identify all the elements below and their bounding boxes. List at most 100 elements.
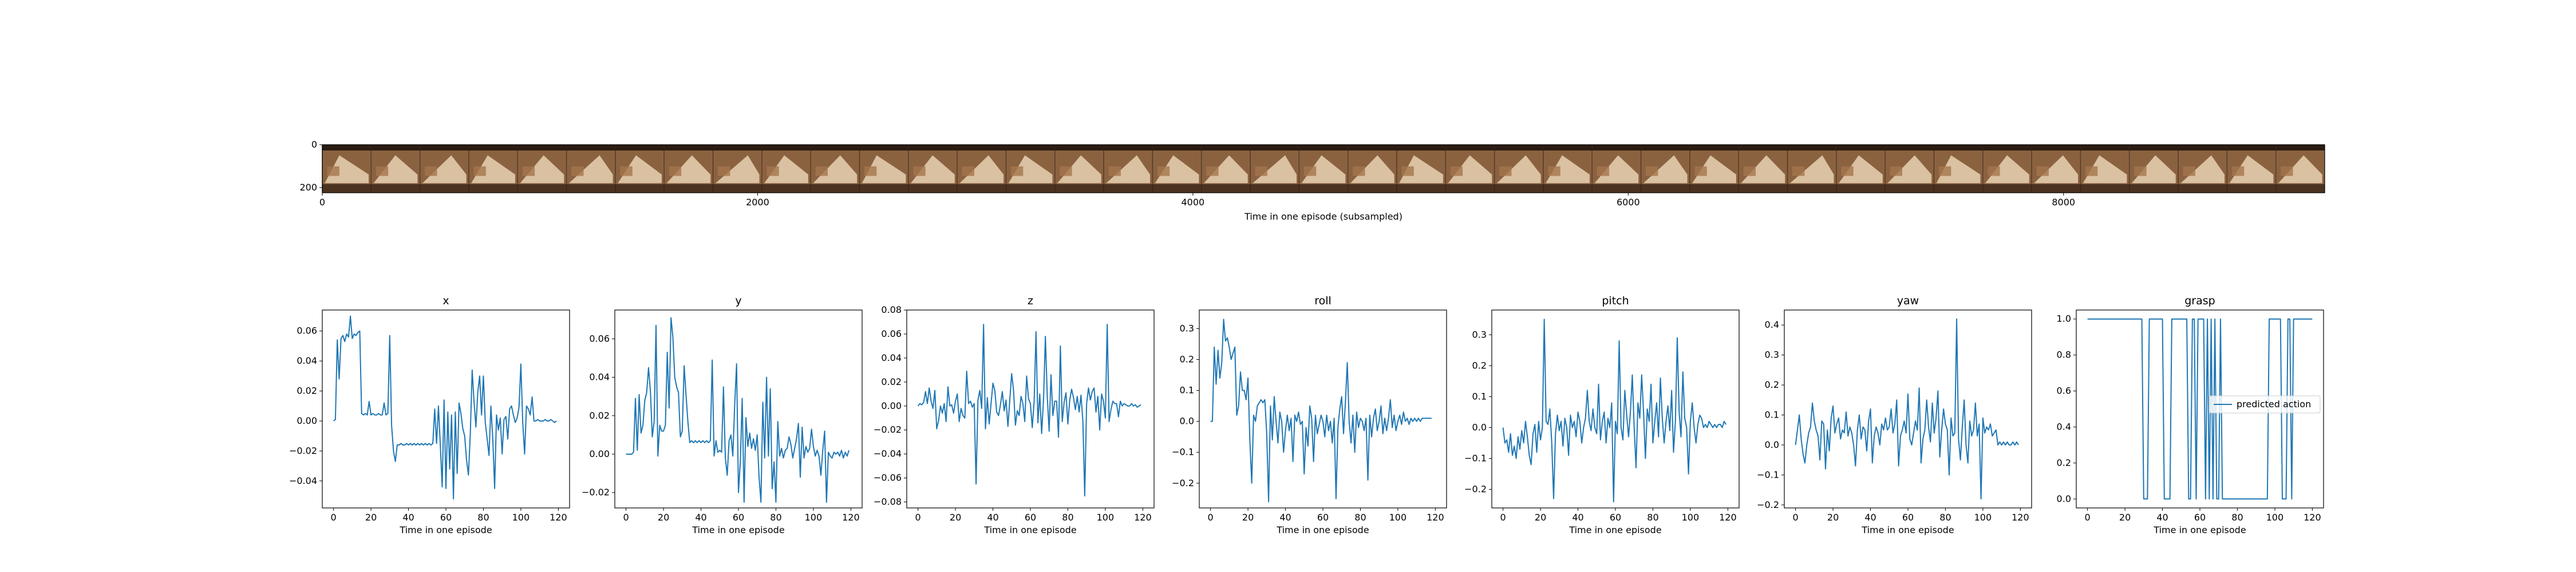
video-frame — [1396, 145, 1446, 193]
xtick-label: 100 — [1974, 512, 1992, 523]
chart-x: x 0 20 40 60 80 100 120 −0.04 −0.02 0.00 0.02 0.04 0.… — [289, 295, 570, 535]
video-frame — [1005, 145, 1055, 193]
ytick-label: 0.1 — [1765, 409, 1779, 420]
ytick-label: 0.2 — [1472, 360, 1487, 371]
xtick-label: 0 — [1208, 512, 1214, 523]
ytick-label: 0.2 — [1180, 354, 1194, 365]
video-frame — [1884, 145, 1934, 193]
ytick-label: 0.06 — [297, 325, 317, 336]
video-frame — [370, 145, 420, 193]
ytick-label: 0.0 — [1180, 416, 1194, 427]
xtick-label: 80 — [1354, 512, 1366, 523]
video-frame — [1787, 145, 1836, 193]
xtick-label: 40 — [987, 512, 998, 523]
xtick-label: 20 — [658, 512, 669, 523]
chart-xlabel: Time in one episode — [1861, 525, 1954, 535]
legend: predicted action — [2208, 395, 2321, 414]
video-frame — [712, 145, 762, 193]
chart-title: y — [735, 295, 741, 307]
video-frame — [1445, 145, 1495, 193]
ytick-label: 0.1 — [1472, 391, 1487, 402]
video-frame — [1982, 145, 2032, 193]
ytick-label: −0.02 — [874, 424, 902, 435]
ytick-label: 0.00 — [881, 400, 902, 411]
frame-strip-ytick-label: 0 — [311, 139, 317, 150]
series-line — [333, 315, 557, 500]
ytick-label: 0.02 — [881, 376, 902, 387]
ytick-label: 0.3 — [1180, 323, 1194, 333]
video-frame — [1103, 145, 1153, 193]
video-frame — [761, 145, 811, 193]
xtick-label: 80 — [2231, 512, 2243, 523]
chart-title: yaw — [1897, 295, 1919, 307]
xtick-label: 40 — [1572, 512, 1583, 523]
video-frame — [1054, 145, 1104, 193]
video-frame — [1689, 145, 1739, 193]
xtick-label: 120 — [1427, 512, 1444, 523]
xtick-label: 0 — [623, 512, 629, 523]
ytick-label: 0.0 — [2057, 493, 2071, 504]
video-frame — [517, 145, 567, 193]
ytick-label: 0.06 — [881, 328, 902, 339]
xtick-label: 20 — [365, 512, 377, 523]
ytick-label: −0.1 — [1172, 447, 1194, 458]
action-panels: x0 20 40 60 80 100 120−0.04−0.020.000.020.040.… — [289, 295, 2324, 535]
xtick-label: 120 — [550, 512, 567, 523]
series-line — [1795, 318, 2019, 500]
legend-box — [2208, 395, 2321, 414]
xtick-label: 120 — [842, 512, 860, 523]
video-frame — [2275, 145, 2325, 193]
video-frame — [566, 145, 615, 193]
xtick-label: 120 — [2012, 512, 2029, 523]
ytick-label: 0.2 — [1765, 379, 1779, 390]
video-frame — [2226, 145, 2276, 193]
frame-strip-xtick-label: 4000 — [1182, 197, 1205, 208]
ytick-label: 0.4 — [2057, 421, 2071, 432]
video-frame — [1200, 145, 1251, 193]
series-line — [1210, 319, 1432, 503]
xtick-label: 60 — [1902, 512, 1914, 523]
series-line — [626, 317, 850, 503]
xtick-label: 20 — [950, 512, 961, 523]
ytick-label: 0.04 — [589, 372, 610, 383]
xtick-label: 80 — [477, 512, 489, 523]
xtick-label: 60 — [1317, 512, 1329, 523]
xtick-label: 100 — [805, 512, 823, 523]
video-frame — [908, 145, 958, 193]
series-line — [2087, 318, 2313, 500]
ytick-label: 0.08 — [881, 304, 902, 315]
ytick-label: −0.1 — [1757, 469, 1779, 480]
video-frame — [1543, 145, 1593, 193]
chart-title: grasp — [2184, 295, 2215, 307]
frame-strip-xtick-label: 8000 — [2052, 197, 2075, 208]
chart-title: roll — [1314, 295, 1332, 307]
ytick-label: 0.6 — [2057, 386, 2071, 396]
xtick-label: 20 — [2119, 512, 2131, 523]
chart-xlabel: Time in one episode — [399, 525, 492, 535]
xtick-label: 120 — [1134, 512, 1152, 523]
xtick-label: 0 — [331, 512, 337, 523]
video-frame — [1640, 145, 1690, 193]
ytick-label: −0.1 — [1464, 453, 1487, 464]
xtick-label: 0 — [2085, 512, 2091, 523]
ytick-label: 0.0 — [1472, 422, 1487, 432]
xtick-label: 120 — [1719, 512, 1737, 523]
ytick-label: −0.02 — [289, 445, 317, 456]
chart-title: x — [442, 295, 449, 307]
xtick-label: 0 — [1500, 512, 1506, 523]
ytick-label: 1.0 — [2057, 313, 2071, 324]
ytick-label: −0.04 — [874, 448, 902, 459]
xtick-label: 40 — [402, 512, 414, 523]
ytick-label: 0.4 — [1765, 319, 1779, 330]
video-frame — [322, 145, 372, 193]
chart-xlabel: Time in one episode — [983, 525, 1076, 535]
xtick-label: 100 — [512, 512, 530, 523]
xtick-label: 100 — [1097, 512, 1115, 523]
ytick-label: −0.06 — [874, 472, 902, 483]
ytick-label: 0.00 — [297, 415, 317, 426]
chart-xlabel: Time in one episode — [1568, 525, 1661, 535]
